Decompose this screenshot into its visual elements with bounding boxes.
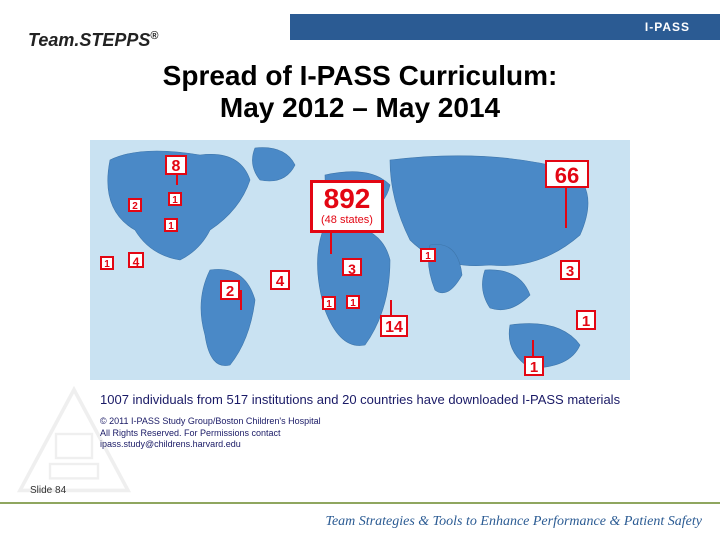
world-map: 8211142431111466311892(48 states) <box>90 140 630 380</box>
header-badge: I-PASS <box>645 20 690 34</box>
header-bar: I-PASS <box>290 14 720 40</box>
footer-bar: Team Strategies & Tools to Enhance Perfo… <box>0 502 720 540</box>
callout-us-value: 892 <box>324 183 371 214</box>
title-line1: Spread of I-PASS Curriculum: <box>163 60 558 91</box>
copyright-line2: All Rights Reserved. For Permissions con… <box>100 428 321 440</box>
callout-af-1a: 1 <box>100 256 114 270</box>
callout-eu-4: 4 <box>270 270 290 290</box>
leader-line <box>240 290 242 310</box>
callout-af-4: 4 <box>128 252 144 268</box>
callout-me-3: 3 <box>342 258 362 276</box>
brand-sup: ® <box>150 30 158 42</box>
callout-na-1: 1 <box>168 192 182 206</box>
callout-as-66: 66 <box>545 160 589 188</box>
callout-us-total: 892(48 states) <box>310 180 384 233</box>
brand-pre: Team. <box>28 30 79 50</box>
callout-as-1a: 1 <box>322 296 336 310</box>
copyright-line3: ipass.study@childrens.harvard.edu <box>100 439 321 451</box>
brand: Team.STEPPS® <box>28 30 159 51</box>
callout-au-1a: 1 <box>576 310 596 330</box>
callout-as-14: 14 <box>380 315 408 337</box>
callout-na-2: 2 <box>128 198 142 212</box>
map-caption: 1007 individuals from 517 institutions a… <box>100 392 620 407</box>
leader-line <box>565 188 567 228</box>
callout-cam-1: 1 <box>164 218 178 232</box>
leader-line <box>532 340 534 356</box>
callout-as-1b: 1 <box>346 295 360 309</box>
callout-as-3: 3 <box>560 260 580 280</box>
callout-us-subtitle: (48 states) <box>321 215 373 226</box>
footer-tagline: Team Strategies & Tools to Enhance Perfo… <box>325 514 702 530</box>
copyright-line1: © 2011 I-PASS Study Group/Boston Childre… <box>100 416 321 428</box>
callout-au-1b: 1 <box>524 356 544 376</box>
copyright: © 2011 I-PASS Study Group/Boston Childre… <box>100 416 321 451</box>
slide-title: Spread of I-PASS Curriculum: May 2012 – … <box>0 60 720 124</box>
title-line2: May 2012 – May 2014 <box>0 92 720 124</box>
callout-na-8: 8 <box>165 155 187 175</box>
leader-line <box>390 300 392 315</box>
brand-main: STEPPS <box>79 30 150 50</box>
slide-number: Slide 84 <box>30 485 66 496</box>
callout-in-1: 1 <box>420 248 436 262</box>
callout-sa-2: 2 <box>220 280 240 300</box>
